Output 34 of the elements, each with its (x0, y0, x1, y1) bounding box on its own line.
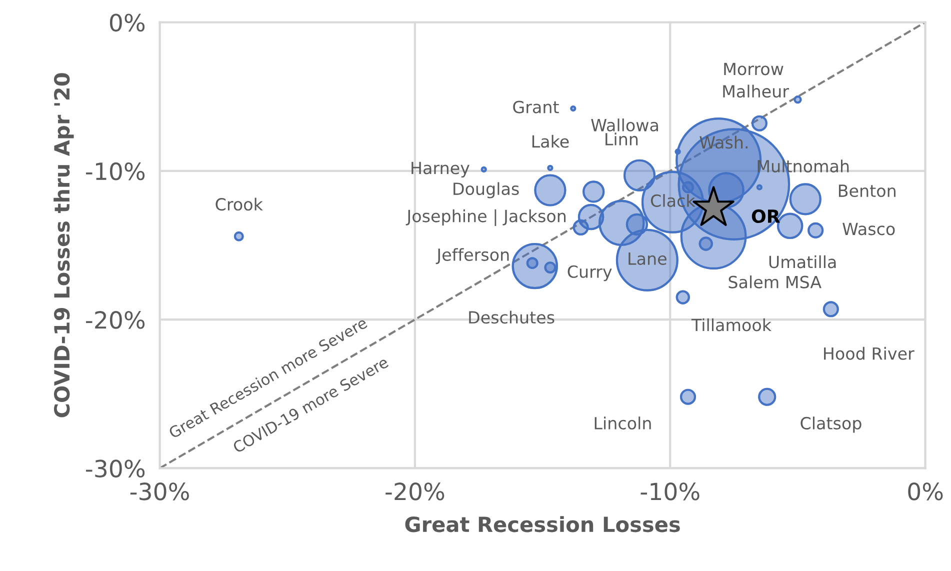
y-tick-label: -20% (86, 311, 145, 329)
x-tick-label: -20% (386, 482, 444, 500)
annotation: Jefferson (436, 248, 509, 264)
x-tick-label: -10% (640, 482, 700, 500)
annotation: Wallowa (591, 118, 658, 132)
annotation: Lake (532, 134, 569, 148)
x-tick-label: -30% (130, 482, 189, 500)
annotation: Tillamook (691, 318, 772, 332)
annotation: Douglas (454, 182, 519, 198)
annotation: Josephine | Jackson (406, 209, 566, 226)
x-axis-title: Great Recession Losses (405, 516, 680, 532)
annotation: Malheur (723, 84, 790, 98)
annotation: Linn (606, 132, 638, 146)
annotation: Umatilla (769, 255, 836, 268)
annotation: Curry (568, 265, 612, 282)
annotation: Deschutes (469, 310, 554, 324)
y-tick-label: -30% (86, 460, 145, 478)
y-tick-label: 0% (110, 14, 145, 32)
annotation: Wash. (700, 136, 748, 149)
annotation: Salem MSA (728, 275, 822, 288)
annotation: Morrow (724, 62, 784, 76)
series-label: OR (752, 209, 780, 224)
annotation: Grant (513, 100, 559, 114)
annotation: Lincoln (594, 416, 651, 430)
y-axis-title: COVID-19 Losses thru Apr '20 (54, 73, 74, 418)
annotation: Clatsop (800, 416, 862, 433)
annotation: Harney (412, 162, 470, 178)
annotation: Crook (216, 198, 263, 211)
x-tick-label: 0% (908, 482, 943, 500)
annotation: Hood River (824, 346, 914, 360)
annotation: Benton (838, 184, 896, 198)
annotation: Lane (628, 252, 666, 265)
y-tick-label: -10% (86, 162, 145, 180)
annotation: Wasco (842, 222, 895, 236)
